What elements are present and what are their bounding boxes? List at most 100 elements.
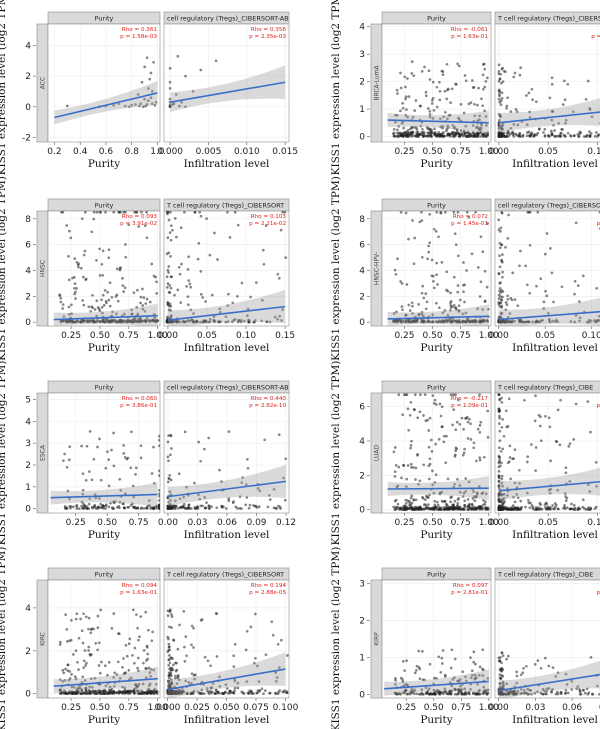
data-point [415,126,418,129]
data-point [62,671,66,675]
data-point [427,250,431,254]
data-point [571,110,575,114]
panel-background [494,210,600,327]
x-tick-label: 0.025 [184,703,210,713]
data-point [451,123,455,127]
data-point [414,99,418,102]
data-point [121,666,124,669]
data-point [443,309,447,312]
data-point [137,225,141,228]
data-point [136,288,139,292]
data-point [461,670,465,674]
data-point [404,502,408,505]
x-axis-title: Purity [420,529,452,541]
data-point [456,502,460,505]
data-point [431,469,434,473]
data-point [179,301,183,304]
data-point [102,320,106,323]
data-point [576,685,580,688]
data-point [497,301,501,304]
regression-line [498,310,600,321]
data-point [158,469,160,473]
data-point [500,298,503,301]
data-point [410,301,414,305]
facet-strip-label: Purity [95,202,114,210]
data-point [421,131,425,134]
data-point [451,130,454,134]
data-point [415,505,419,509]
data-point [528,243,532,247]
x-axis-title: Purity [88,529,120,541]
x-tick-label: 0.100 [273,703,299,713]
data-point [187,279,191,282]
data-point [553,135,557,138]
data-point [84,615,88,619]
data-point [453,507,457,511]
p-value-label: p = 2.82e-10 [249,403,286,409]
data-point [260,687,264,691]
data-point [410,72,414,75]
data-point [528,110,531,114]
data-point [422,463,426,467]
data-point [90,478,94,482]
data-point [271,633,275,637]
x-tick-label: 0.05 [535,331,555,341]
data-point [400,476,403,480]
data-point [255,691,259,695]
data-point [479,128,482,132]
data-point [569,134,572,137]
data-point [500,211,504,214]
data-point [406,499,410,503]
data-point [486,688,490,692]
data-point [428,493,431,497]
data-point [473,499,477,503]
data-point [90,305,93,309]
data-point [122,290,126,293]
data-point [90,685,94,689]
data-point [169,666,172,670]
data-point [458,507,461,511]
data-point [236,223,240,227]
data-point [69,236,73,240]
data-point [176,288,180,292]
data-point [509,691,512,695]
data-point [187,255,190,259]
data-point [253,612,257,616]
data-point [179,505,183,509]
data-point [556,692,560,696]
data-point [481,674,485,677]
cancer-label: BRCA-LumA [374,64,381,100]
facet-strip-label: T cell regulatory (Tregs)_CIBERSORT [497,15,600,23]
panel-background [47,23,161,143]
data-point [107,661,111,664]
data-point [481,73,485,77]
data-point [574,402,578,406]
data-point [182,495,186,499]
data-point [418,692,421,696]
x-axis-title: Infiltration level [512,714,598,726]
data-point [206,659,210,663]
data-point [498,446,501,450]
data-point [559,131,563,135]
p-value-label: p = 3.86e-01 [120,403,157,409]
data-point [277,504,280,508]
data-point [94,689,97,693]
data-point [510,298,514,302]
data-point [127,223,131,227]
data-point [144,610,148,614]
data-point [467,480,471,484]
data-point [482,689,486,693]
data-point [481,87,485,91]
data-point [187,506,191,510]
data-point [445,62,449,66]
data-point [414,466,418,470]
y-tick-label: 4 [25,417,31,427]
data-point [77,690,81,693]
data-point [420,211,423,214]
data-point [471,134,475,138]
data-point [70,618,73,622]
data-point [409,506,412,510]
data-point [417,666,421,669]
